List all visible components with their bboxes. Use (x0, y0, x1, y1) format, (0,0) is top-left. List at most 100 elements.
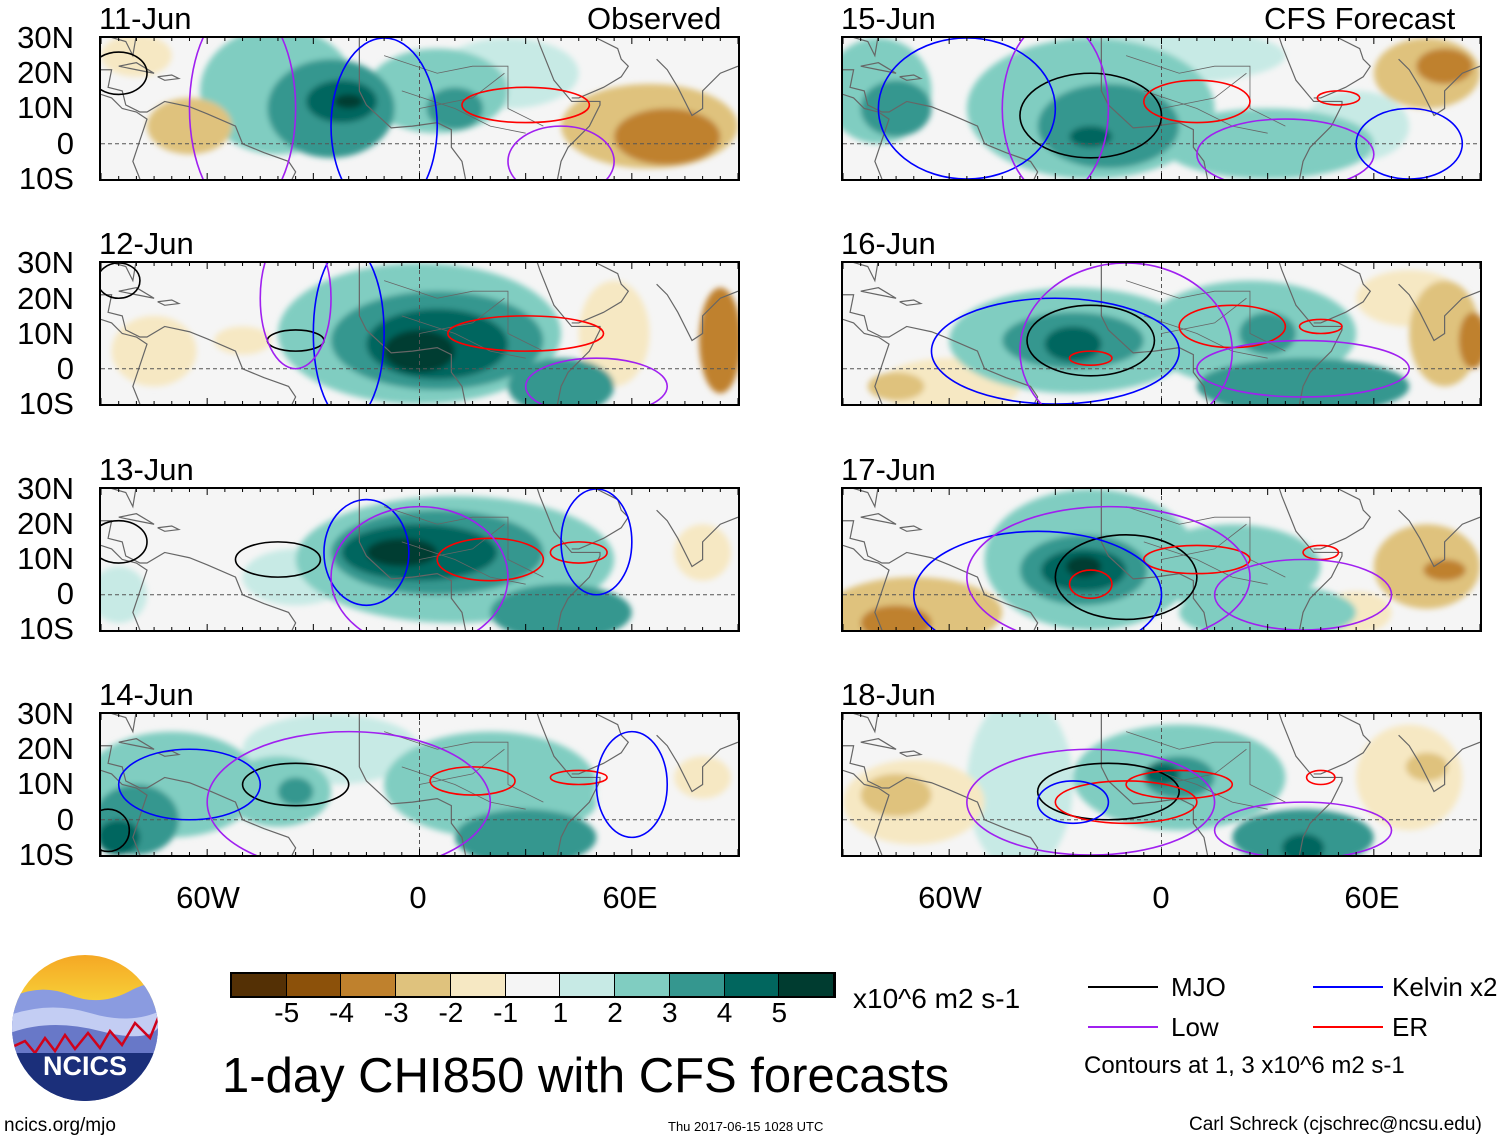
er-contour (461, 86, 591, 124)
colorbar-label: -3 (383, 997, 409, 1028)
lon-label-0-right: 0 (1152, 880, 1170, 915)
kelvin-contour (330, 38, 438, 179)
coastline (101, 544, 148, 630)
lon-label-0-left: 0 (409, 880, 427, 915)
legend-line-kelvin (1313, 986, 1383, 988)
er-contour (549, 540, 608, 564)
country-border (383, 280, 544, 352)
low-contour (1213, 801, 1393, 855)
kelvin-contour (1036, 780, 1110, 824)
coastline (899, 524, 923, 532)
coastline (1398, 58, 1480, 117)
coastline (853, 713, 879, 734)
lat-label: 10S (18, 386, 74, 422)
colorbar-swatch (669, 974, 725, 996)
coastline (1398, 509, 1480, 568)
colorbar-units: x10^6 m2 s-1 (853, 983, 1021, 1014)
coastline (843, 294, 1039, 405)
low-contour (206, 730, 492, 855)
anomaly-region (1161, 108, 1374, 179)
anomaly-region (699, 287, 738, 394)
mjo-contour (1036, 762, 1180, 821)
coastline (571, 38, 630, 99)
mjo-contour (1054, 533, 1198, 620)
lon-label-60w-left: 60W (176, 880, 240, 915)
er-contour (1143, 544, 1251, 574)
lat-label: 10S (18, 160, 74, 196)
lon-label-60w-right: 60W (918, 880, 982, 915)
anomaly-region (366, 537, 438, 567)
coastline (860, 287, 897, 300)
contour-note: Contours at 1, 3 x10^6 m2 s-1 (1084, 1052, 1405, 1079)
coastline (1100, 263, 1209, 405)
colorbar-label: -4 (329, 997, 354, 1028)
legend-line-low (1088, 1026, 1158, 1028)
low-contour (330, 505, 509, 630)
lat-label: 20N (17, 55, 74, 91)
colorbar-swatch (615, 974, 670, 996)
map-panel (99, 261, 740, 407)
lat-label: 0 (56, 350, 74, 386)
lat-label: 10N (17, 90, 74, 126)
map-panel (99, 486, 740, 632)
map-panel (99, 36, 740, 181)
country-border (1125, 55, 1286, 127)
er-contour (1125, 769, 1234, 800)
colorbar-label: -2 (438, 997, 464, 1028)
country-border (1125, 280, 1286, 352)
low-contour (1001, 38, 1110, 179)
anomaly-region (507, 358, 615, 405)
legend-label-low: Low (1171, 1012, 1219, 1042)
panel-date: 17-Jun (841, 451, 936, 487)
coastline (111, 488, 137, 509)
source-url: ncics.org/mjo (4, 1115, 116, 1136)
country-border (401, 315, 526, 359)
country-border (401, 766, 526, 810)
country-border (419, 748, 505, 785)
coastline (843, 544, 890, 630)
coastline (536, 38, 601, 179)
er-contour (447, 315, 605, 353)
lat-label: 0 (56, 125, 74, 161)
er-contour (1316, 90, 1361, 106)
mjo-contour (101, 51, 148, 96)
coastline (860, 737, 897, 750)
coastline (1278, 713, 1343, 855)
lat-label: 20N (17, 505, 74, 541)
panel-date: 18-Jun (841, 676, 936, 712)
mjo-contour (101, 263, 141, 300)
lat-label: 0 (56, 801, 74, 837)
colorbar-label: 4 (716, 997, 733, 1028)
low-contour (966, 505, 1251, 630)
anomaly-region (1356, 724, 1463, 831)
author-credit: Carl Schreck (cjschrec@ncsu.edu) (1189, 1114, 1482, 1135)
coastline (101, 69, 297, 179)
coastline (843, 319, 890, 405)
er-contour (1054, 780, 1198, 824)
er-contour (429, 765, 516, 796)
coastline (1278, 38, 1343, 179)
anomaly-region (454, 809, 597, 855)
map-panel (841, 261, 1482, 407)
lon-label-60e-right: 60E (1344, 880, 1400, 915)
lat-label: 10S (18, 836, 74, 872)
anomaly-region (1405, 752, 1449, 781)
low-contour (1213, 558, 1393, 630)
panel-date: 13-Jun (99, 451, 194, 487)
lat-label: 10N (17, 541, 74, 576)
logo-text: NCICS (43, 1051, 127, 1081)
panel-date: 11-Jun (99, 1, 192, 36)
colorbar-label: 5 (771, 997, 788, 1028)
colorbar-swatch (779, 974, 834, 996)
kelvin-contour (117, 748, 262, 821)
timestamp: Thu 2017-06-15 1028 UTC (668, 1119, 824, 1134)
country-border (1143, 766, 1268, 810)
coastline (1313, 263, 1372, 324)
er-contour (1298, 318, 1343, 335)
mjo-contour (241, 762, 350, 807)
low-contour (1196, 118, 1375, 179)
low-contour (1019, 263, 1234, 405)
kelvin-contour (877, 38, 1057, 179)
colorbar (230, 972, 836, 998)
kelvin-contour (312, 263, 385, 405)
